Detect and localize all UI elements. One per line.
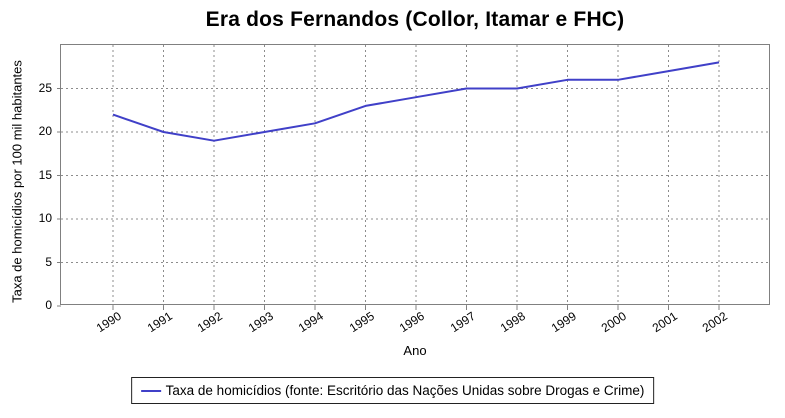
y-tick-label: 0 — [45, 298, 52, 312]
x-tick-label: 1990 — [93, 308, 124, 336]
legend: Taxa de homicídios (fonte: Escritório da… — [130, 377, 655, 404]
plot-svg — [57, 45, 771, 310]
x-tick-label: 1992 — [194, 308, 225, 336]
legend-label: Taxa de homicídios (fonte: Escritório da… — [165, 383, 645, 398]
y-tick-label: 10 — [38, 211, 52, 225]
y-axis-title: Taxa de homicídios por 100 mil habitante… — [9, 60, 25, 303]
y-tick-label: 20 — [38, 124, 52, 138]
x-tick-label: 1996 — [396, 308, 427, 336]
y-tick-label: 5 — [45, 254, 52, 269]
x-tick-label: 2002 — [699, 308, 730, 336]
x-tick-label: 1998 — [497, 308, 528, 336]
x-tick-label: 2000 — [598, 308, 629, 336]
x-tick-label: 1997 — [447, 308, 478, 336]
legend-line-swatch-icon — [140, 389, 161, 392]
x-tick-label: 1995 — [346, 308, 377, 336]
plot-area — [57, 44, 771, 310]
x-tick-label: 2001 — [649, 308, 680, 336]
x-axis-title: Ano — [403, 343, 427, 358]
series-line — [112, 61, 720, 142]
y-tick-label: 15 — [38, 167, 52, 182]
x-tick-label: 1999 — [548, 308, 579, 336]
chart-title: Era dos Fernandos (Collor, Itamar e FHC) — [205, 8, 625, 31]
x-tick-label: 1994 — [295, 308, 326, 336]
y-tick-label: 25 — [38, 80, 52, 95]
x-tick-label: 1991 — [144, 308, 175, 336]
x-tick-label: 1993 — [245, 308, 276, 336]
